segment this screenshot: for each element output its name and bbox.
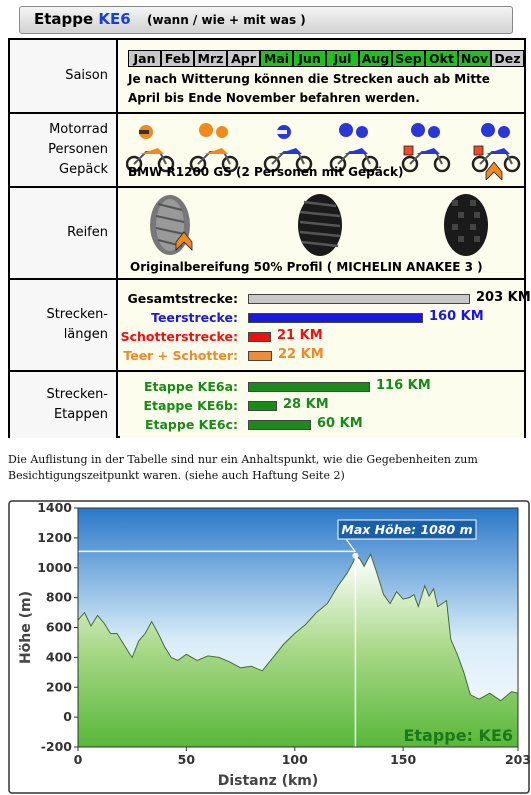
month-aug: Aug (359, 50, 392, 67)
distance-row: Gesamtstrecke: 203 KM (120, 290, 530, 309)
row-streckenlaengen: Strecken- längen Gesamtstrecke: 203 KM Tee… (10, 280, 531, 372)
x-tick-label: 100 (282, 752, 308, 767)
month-apr: Apr (227, 50, 260, 67)
streckenetappen-content: Etappe KE6a: 116 KM Etappe KE6b: 28 KM Etapp… (120, 372, 524, 438)
distance-row-label: Etappe KE6b: (143, 398, 238, 413)
max-height-annotation-box (337, 519, 477, 540)
motorrad-label-line: Motorrad (49, 122, 108, 137)
distance-row: Etappe KE6c: 60 KM (120, 416, 524, 435)
distance-row: Teer + Schotter: 22 KM (120, 347, 524, 366)
x-tick-label: 203 (505, 752, 530, 767)
row-saison: Saison Jan Feb Mrz Apr Mai Jun Jul Aug Sep Okt Nov… (10, 40, 524, 114)
elevation-area (77, 553, 519, 748)
y-tick-label: 1200 (37, 530, 72, 545)
month-mai: Mai (260, 50, 293, 67)
streckenlaengen-label: Strecken- längen (10, 280, 118, 370)
row-reifen: Reifen Originalbereifun (10, 188, 524, 280)
x-tick-label: 50 (178, 752, 196, 767)
x-tick-label: 0 (74, 752, 83, 767)
streckenetappen-label: Strecken- Etappen (10, 372, 118, 438)
month-feb: Feb (161, 50, 194, 67)
month-nov: Nov (458, 50, 491, 67)
header-prefix: Etappe (34, 10, 94, 28)
distance-row-value: 60 KM (317, 416, 363, 431)
month-dez: Dez (491, 50, 524, 67)
y-tick-label: 0 (63, 709, 72, 724)
streckenlaengen-label-line: längen (63, 327, 108, 342)
y-tick-label: 1000 (37, 560, 72, 575)
distance-row: Etappe KE6b: 28 KM (120, 397, 524, 416)
x-tick-label: 150 (390, 752, 416, 767)
saison-text: Je nach Witterung können die Strecken au… (128, 72, 490, 105)
distance-bar (248, 420, 311, 430)
header-subtitle: (wann / wie + mit was ) (147, 13, 306, 27)
reifen-content: Originalbereifung 50% Profil ( MICHELIN … (120, 188, 524, 278)
distance-row-value: 203 KM (476, 290, 531, 305)
distance-row-value: 22 KM (278, 347, 324, 362)
y-tick-label: 1400 (37, 500, 72, 515)
y-tick-label: 600 (46, 620, 72, 635)
month-okt: Okt (425, 50, 458, 67)
tire-options-icon (150, 194, 488, 256)
y-tick-label: 400 (46, 649, 72, 664)
month-jan: Jan (128, 50, 161, 67)
distance-row-label: Teer + Schotter: (123, 348, 238, 363)
reifen-caption: Originalbereifung 50% Profil ( MICHELIN … (130, 260, 483, 274)
y-tick-label: 800 (46, 590, 72, 605)
header-stage: KE6 (98, 10, 131, 28)
distance-row-label: Etappe KE6c: (144, 417, 238, 432)
distance-bar (248, 294, 470, 304)
streckenlaengen-content: Gesamtstrecke: 203 KM Teerstrecke: 160 KM Sc… (120, 280, 531, 370)
distance-row-value: 116 KM (376, 378, 431, 393)
y-tick-label: -200 (41, 739, 73, 754)
motorcycle-options-icon (126, 123, 521, 180)
distance-row: Schotterstrecke: 21 KM (120, 328, 524, 347)
max-height-annotation-pointer (345, 538, 356, 553)
row-streckenetappen: Strecken- Etappen Etappe KE6a: 116 KM Etap… (10, 372, 524, 438)
distance-row-label: Schotterstrecke: (120, 329, 238, 344)
distance-row: Teerstrecke: 160 KM (120, 309, 524, 328)
x-axis-label: Distanz (km) (218, 773, 319, 789)
distance-bar (248, 332, 271, 342)
row-motorrad: Motorrad Personen Gepäck (10, 114, 524, 188)
streckenetappen-label-line: Strecken- (46, 387, 108, 402)
header-title: Etappe KE6 (34, 10, 131, 28)
motorrad-label-line: Gepäck (59, 162, 108, 177)
distance-bar (248, 351, 272, 361)
reifen-label: Reifen (10, 188, 118, 278)
streckenetappen-label-line: Etappen (53, 407, 108, 422)
month-jul: Jul (326, 50, 359, 67)
distance-row-label: Gesamtstrecke: (127, 291, 238, 306)
max-height-point (352, 552, 359, 559)
distance-bar (248, 401, 277, 411)
distance-row-value: 160 KM (429, 309, 484, 324)
page-header: Etappe KE6 (wann / wie + mit was ) (19, 6, 513, 34)
motorrad-label-line: Personen (48, 142, 108, 157)
distance-row-value: 28 KM (283, 397, 329, 412)
motorrad-content: BMW R1200 GS (2 Personen mit Gepäck) (120, 114, 524, 186)
saison-label: Saison (10, 40, 118, 112)
month-mrz: Mrz (194, 50, 227, 67)
month-list: Jan Feb Mrz Apr Mai Jun Jul Aug Sep Okt Nov Dez (128, 50, 524, 67)
distance-row: Etappe KE6a: 116 KM (120, 378, 524, 397)
distance-row-label: Teerstrecke: (151, 310, 238, 325)
distance-bar (248, 313, 423, 323)
distance-row-label: Etappe KE6a: (143, 379, 238, 394)
disclaimer-note: Die Auflistung in der Tabelle sind nur e… (8, 453, 478, 482)
month-jun: Jun (293, 50, 326, 67)
saison-content: Jan Feb Mrz Apr Mai Jun Jul Aug Sep Okt Nov Dez Je … (120, 40, 524, 112)
y-axis-label: Höhe (m) (18, 591, 34, 664)
max-height-annotation: Max Höhe: 1080 m (341, 522, 472, 537)
motorrad-caption: BMW R1200 GS (2 Personen mit Gepäck) (128, 165, 404, 179)
distance-bar (248, 382, 370, 392)
month-sep: Sep (392, 50, 425, 67)
distance-row-value: 21 KM (277, 328, 323, 343)
motorrad-label: Motorrad Personen Gepäck (10, 114, 118, 186)
stage-legend-label: Etappe: KE6 (403, 726, 513, 745)
stage-info-table: Saison Jan Feb Mrz Apr Mai Jun Jul Aug Sep Okt Nov… (8, 38, 531, 438)
y-tick-label: 200 (46, 679, 72, 694)
streckenlaengen-label-line: Strecken- (46, 307, 108, 322)
